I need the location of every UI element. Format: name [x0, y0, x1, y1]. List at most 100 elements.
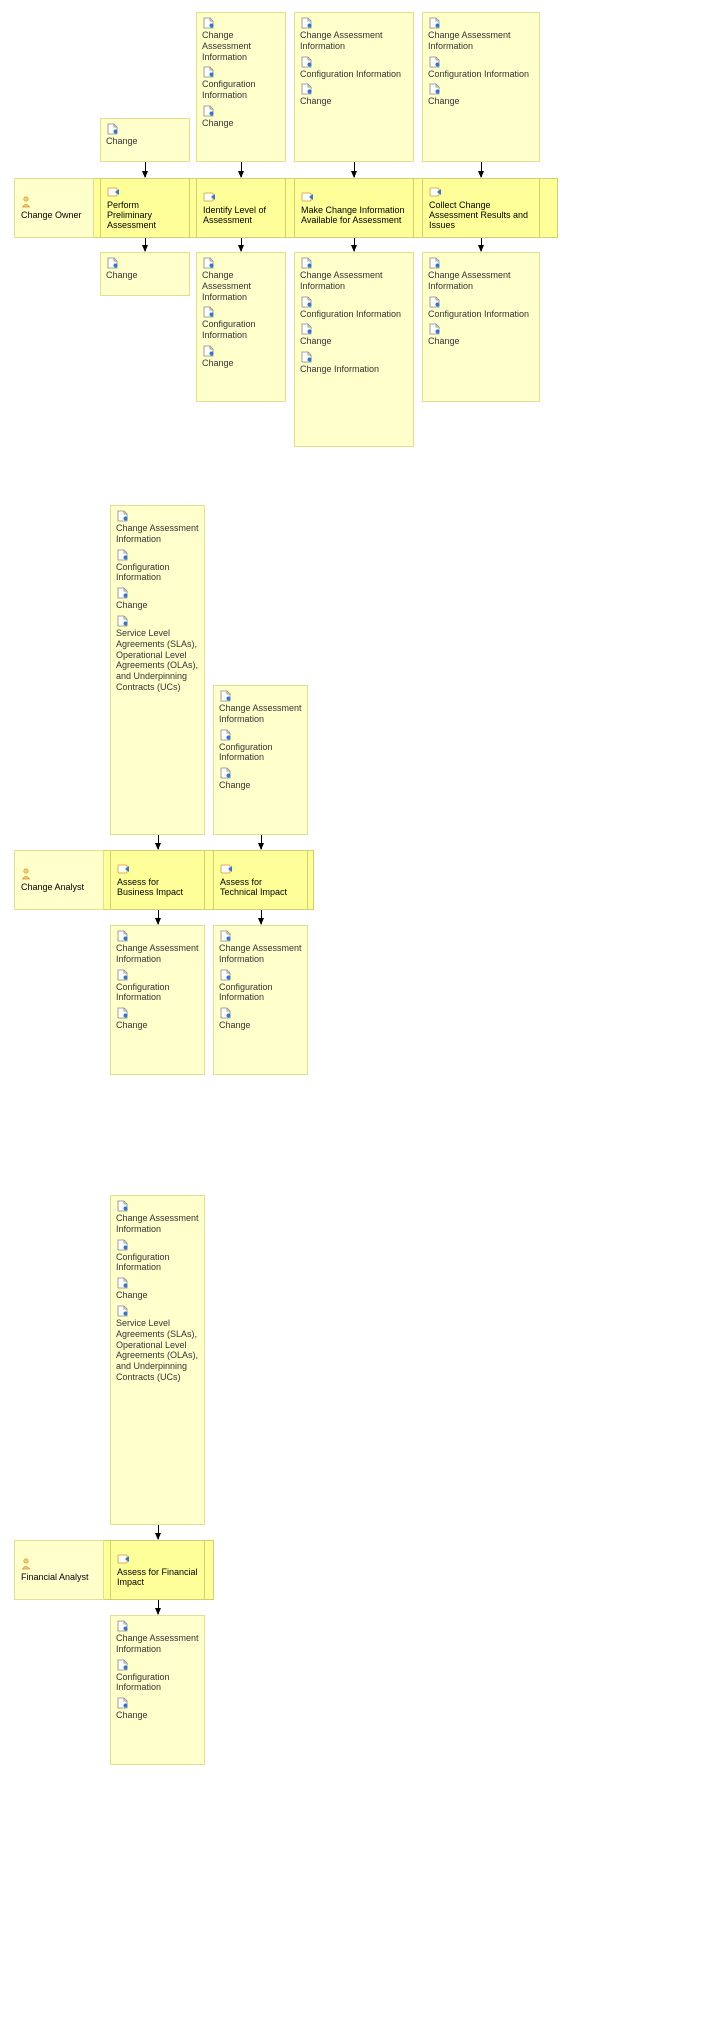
- artifact-label: Configuration Information: [116, 562, 199, 584]
- flow-arrow: [241, 162, 242, 177]
- flow-arrow: [145, 238, 146, 251]
- flow-arrow: [158, 910, 159, 924]
- doc-icon: [116, 1305, 199, 1317]
- artifact-label: Configuration Information: [219, 982, 302, 1004]
- activity-icon: [220, 863, 301, 877]
- doc-icon: [300, 257, 408, 269]
- artifact-label: Change Assessment Information: [428, 270, 534, 292]
- activity-icon: [107, 186, 183, 200]
- activity-cell: Identify Level of Assessment: [196, 178, 286, 238]
- input-box: Change Assessment Information Configurati…: [213, 685, 308, 835]
- doc-icon: [300, 323, 408, 335]
- doc-icon: [106, 123, 184, 135]
- role-icon: [21, 868, 97, 882]
- artifact-label: Change: [428, 336, 534, 347]
- artifact-item: Change: [116, 1007, 199, 1031]
- artifact-item: Change Assessment Information: [202, 17, 280, 62]
- doc-icon: [428, 323, 534, 335]
- artifact-item: Change: [300, 323, 408, 347]
- artifact-label: Change: [219, 780, 302, 791]
- artifact-item: Change Assessment Information: [219, 930, 302, 965]
- cell-label: Assess for Business Impact: [117, 877, 198, 897]
- artifact-item: Change Assessment Information: [116, 510, 199, 545]
- artifact-item: Service Level Agreements (SLAs), Operati…: [116, 1305, 199, 1383]
- flow-arrow: [261, 910, 262, 924]
- activity-icon: [203, 191, 279, 205]
- input-box: Change Assessment Information Configurati…: [422, 12, 540, 162]
- artifact-item: Change: [116, 1277, 199, 1301]
- artifact-label: Configuration Information: [116, 1252, 199, 1274]
- artifact-item: Change: [428, 83, 534, 107]
- artifact-label: Configuration Information: [116, 1672, 199, 1694]
- artifact-item: Change Assessment Information: [116, 930, 199, 965]
- role-cell: Change Analyst: [14, 850, 104, 910]
- role-icon: [21, 1558, 97, 1572]
- doc-icon: [428, 83, 534, 95]
- cell-label: Collect Change Assessment Results and Is…: [429, 200, 533, 230]
- doc-icon: [202, 345, 280, 357]
- artifact-label: Change: [106, 136, 184, 147]
- doc-icon: [428, 17, 534, 29]
- doc-icon: [219, 729, 302, 741]
- artifact-item: Change Assessment Information: [219, 690, 302, 725]
- doc-icon: [116, 615, 199, 627]
- flow-arrow: [158, 1600, 159, 1614]
- doc-icon: [116, 510, 199, 522]
- artifact-label: Change Assessment Information: [116, 1633, 199, 1655]
- activity-icon: [117, 863, 198, 877]
- artifact-label: Change: [116, 1710, 199, 1721]
- cell-label: Change Owner: [21, 210, 87, 220]
- artifact-item: Service Level Agreements (SLAs), Operati…: [116, 615, 199, 693]
- flow-arrow: [354, 238, 355, 251]
- artifact-label: Change Assessment Information: [202, 30, 280, 62]
- doc-icon: [116, 930, 199, 942]
- flow-arrow: [481, 162, 482, 177]
- output-box: Change Assessment InformationConfigurati…: [196, 252, 286, 402]
- artifact-label: Configuration Information: [428, 69, 534, 80]
- doc-icon: [428, 257, 534, 269]
- doc-icon: [116, 1200, 199, 1212]
- output-box: Change: [100, 252, 190, 296]
- flow-arrow: [354, 162, 355, 177]
- role-cell: Change Owner: [14, 178, 94, 238]
- artifact-item: Change: [219, 767, 302, 791]
- artifact-label: Configuration Information: [202, 79, 280, 101]
- doc-icon: [116, 1239, 199, 1251]
- artifact-item: Change: [106, 257, 184, 281]
- artifact-item: Change: [202, 345, 280, 369]
- doc-icon: [300, 351, 408, 363]
- input-box: Change Assessment InformationConfigurati…: [294, 12, 414, 162]
- artifact-item: Configuration Information: [300, 296, 408, 320]
- artifact-item: Change: [300, 83, 408, 107]
- artifact-item: Change: [106, 123, 184, 147]
- activity-icon: [117, 1553, 198, 1567]
- artifact-label: Change Assessment Information: [300, 270, 408, 292]
- artifact-label: Service Level Agreements (SLAs), Operati…: [116, 628, 199, 693]
- artifact-label: Change: [116, 1290, 199, 1301]
- activity-cell: Assess for Technical Impact: [213, 850, 308, 910]
- activity-cell: Perform Preliminary Assessment: [100, 178, 190, 238]
- doc-icon: [116, 1007, 199, 1019]
- artifact-label: Change: [202, 118, 280, 129]
- artifact-item: Change: [428, 323, 534, 347]
- artifact-item: Configuration Information: [219, 729, 302, 764]
- artifact-label: Change: [300, 336, 408, 347]
- input-box: Change Assessment InformationConfigurati…: [110, 1195, 205, 1525]
- cell-label: Make Change Information Available for As…: [301, 205, 407, 225]
- input-box: Change: [100, 118, 190, 162]
- artifact-label: Change Assessment Information: [219, 943, 302, 965]
- doc-icon: [300, 83, 408, 95]
- doc-icon: [428, 296, 534, 308]
- output-box: Change Assessment Information Configurati…: [422, 252, 540, 402]
- artifact-item: Change Assessment Information: [202, 257, 280, 302]
- artifact-item: Configuration Information: [428, 56, 534, 80]
- doc-icon: [219, 969, 302, 981]
- flow-arrow: [481, 238, 482, 251]
- artifact-item: Configuration Information: [428, 296, 534, 320]
- artifact-label: Change Assessment Information: [116, 523, 199, 545]
- artifact-label: Change Assessment Information: [428, 30, 534, 52]
- artifact-label: Change: [116, 600, 199, 611]
- artifact-label: Configuration Information: [219, 742, 302, 764]
- doc-icon: [202, 66, 280, 78]
- doc-icon: [300, 296, 408, 308]
